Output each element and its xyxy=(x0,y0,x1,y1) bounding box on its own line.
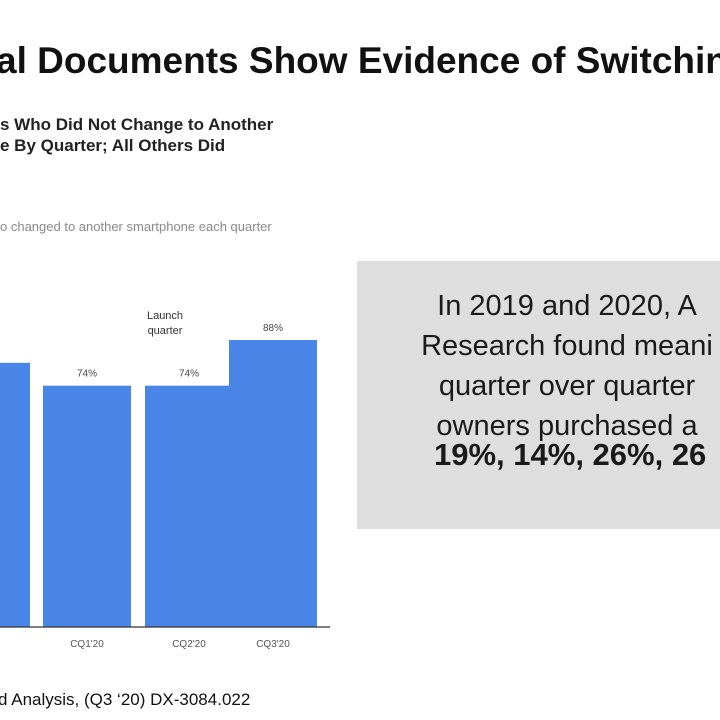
chart-heading-line-2: e By Quarter; All Others Did xyxy=(0,136,226,155)
slide-title: al Documents Show Evidence of Switchin xyxy=(0,40,720,81)
callout-stats: 19%, 14%, 26%, 26 xyxy=(434,437,707,472)
bar-value-label-1: 74% xyxy=(77,369,97,380)
callout-line-2: Research found meani xyxy=(421,330,713,362)
bar-2 xyxy=(145,385,233,627)
chart-excerpt-card: o changed to another smartphone each qua… xyxy=(0,174,359,669)
chart-heading: s Who Did Not Change to Another e By Qua… xyxy=(0,114,273,156)
callout-line-1: In 2019 and 2020, A xyxy=(437,290,697,322)
launch-quarter-annotation-line-2: quarter xyxy=(148,325,183,337)
findings-callout: In 2019 and 2020, A Research found meani… xyxy=(357,261,720,529)
bar-value-label-3: 88% xyxy=(263,323,283,334)
bar-1 xyxy=(43,385,131,627)
bar-0 xyxy=(0,362,30,627)
labels-layer: 74% CQ1'20 74% CQ2'20 88% CQ3'20 xyxy=(70,323,290,650)
chart-heading-line-1: s Who Did Not Change to Another xyxy=(0,115,274,134)
source-note: d Analysis, (Q3 ‘20) DX-3084.022 xyxy=(0,690,251,709)
bar-value-label-2: 74% xyxy=(179,369,199,380)
x-tick-label-1: CQ1'20 xyxy=(70,639,104,650)
x-tick-label-3: CQ3'20 xyxy=(256,639,290,650)
launch-quarter-annotation-line-1: Launch xyxy=(147,310,183,322)
callout-line-3: quarter over quarter xyxy=(438,370,696,402)
bars-layer xyxy=(0,340,317,627)
x-tick-label-2: CQ2'20 xyxy=(172,639,206,650)
callout-line-4: owners purchased a xyxy=(436,410,698,442)
callout-body: In 2019 and 2020, A Research found meani… xyxy=(357,286,720,446)
bar-chart: 74% CQ1'20 74% CQ2'20 88% CQ3'20 Launch quarte… xyxy=(0,310,330,650)
bar-3 xyxy=(229,340,317,627)
annotation-layer: Launch quarter xyxy=(147,310,183,337)
chart-subtitle: o changed to another smartphone each qua… xyxy=(0,219,272,234)
chart-excerpt-paper: o changed to another smartphone each qua… xyxy=(0,174,359,669)
